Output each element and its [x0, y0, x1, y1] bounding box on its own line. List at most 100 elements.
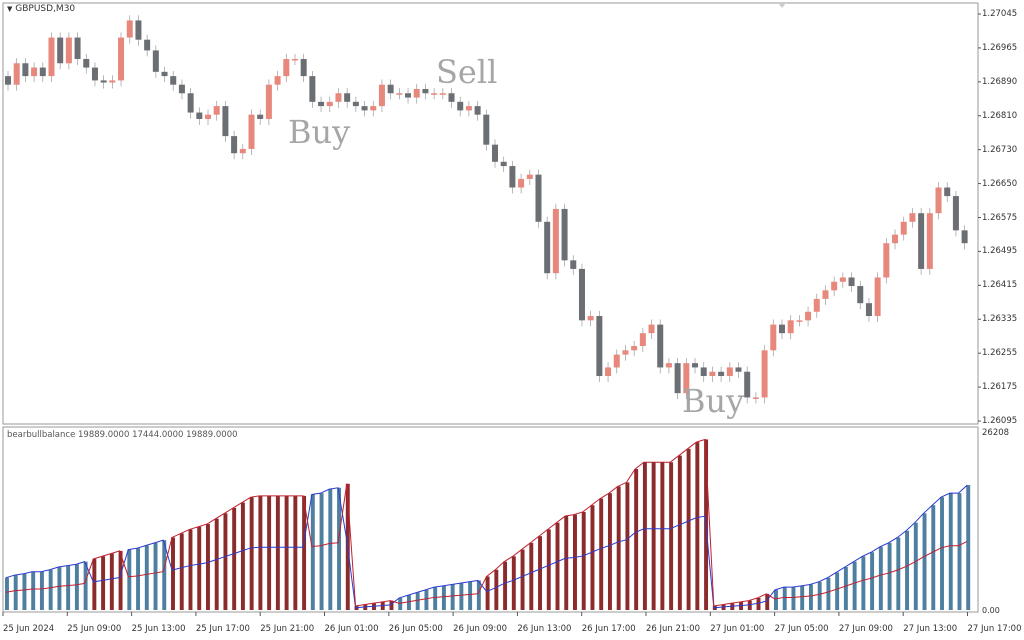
indicator-axis-min: 0.00	[982, 606, 1000, 615]
indicator-bar	[905, 530, 910, 610]
price-tick-label: 1.26415	[982, 280, 1018, 291]
bull-candle	[291, 58, 298, 61]
indicator-bar	[791, 587, 796, 610]
price-tick-label: 1.26095	[982, 416, 1018, 426]
chart-symbol-title[interactable]: ▼ GBPUSD,M30	[7, 4, 76, 14]
indicator-line-blue	[5, 484, 968, 609]
indicator-bar	[686, 448, 691, 610]
indicator-bar	[476, 580, 481, 610]
indicator-bar	[887, 542, 892, 610]
indicator-bar	[808, 584, 813, 610]
time-tick-label: 25 Jun 09:00	[67, 624, 122, 634]
bear-candle	[657, 324, 664, 368]
indicator-bar	[878, 546, 883, 610]
indicator-bar	[485, 576, 490, 610]
bull-candle	[205, 114, 212, 119]
indicator-bar	[223, 513, 228, 610]
indicator-bar	[101, 556, 106, 610]
bull-candle	[639, 333, 646, 347]
bear-candle	[857, 286, 864, 304]
bull-candle	[439, 93, 446, 95]
indicator-bar	[406, 595, 411, 610]
bull-candle	[378, 84, 385, 107]
bear-candle	[457, 101, 464, 111]
bull-candle	[883, 243, 890, 278]
time-tick-label: 27 Jun 05:00	[774, 624, 829, 634]
indicator-bar	[240, 502, 245, 610]
indicator-bar	[258, 495, 263, 610]
bull-candle	[805, 311, 812, 321]
indicator-bar	[249, 497, 254, 610]
indicator-bar	[415, 592, 420, 610]
price-tick-label: 1.26730	[982, 144, 1018, 155]
indicator-bar	[529, 542, 534, 610]
dropdown-triangle-icon[interactable]: ▼	[7, 5, 13, 13]
indicator-bar	[660, 462, 665, 610]
annotation-sell: Sell	[436, 53, 498, 91]
bull-candle	[770, 324, 777, 351]
indicator-bar	[109, 553, 114, 610]
indicator-bar	[398, 597, 403, 610]
indicator-bar	[468, 581, 473, 610]
indicator-bar	[852, 561, 857, 610]
indicator-bar	[22, 573, 27, 610]
price-tick-label: 1.26335	[982, 314, 1018, 325]
bull-candle	[31, 67, 38, 77]
bear-candle	[22, 63, 29, 77]
indicator-bar	[774, 589, 778, 610]
price-tick-label: 1.26495	[982, 246, 1018, 257]
bull-candle	[213, 106, 220, 115]
annotation-buy-1: Buy	[288, 113, 351, 151]
bear-candle	[361, 106, 368, 111]
bear-candle	[170, 76, 177, 85]
price-tick-label: 1.26175	[982, 382, 1018, 393]
bear-candle	[700, 367, 707, 377]
time-tick-label: 27 Jun 01:00	[710, 624, 765, 634]
bear-candle	[744, 371, 751, 398]
bull-candle	[874, 277, 881, 317]
indicator-bar	[546, 529, 551, 610]
bear-candle	[492, 144, 498, 162]
indicator-bar	[424, 589, 429, 610]
price-tick-label: 1.26255	[982, 348, 1018, 359]
bull-candle	[265, 84, 272, 119]
indicator-bar	[162, 540, 167, 610]
bull-candle	[726, 367, 733, 377]
indicator-bar	[5, 577, 9, 610]
bear-candle	[387, 84, 394, 94]
bull-candle	[465, 106, 472, 111]
indicator-bar	[843, 567, 848, 610]
indicator-bar	[310, 494, 315, 610]
bear-candle	[100, 80, 107, 83]
indicator-bar	[57, 567, 62, 610]
price-tick-label: 1.26575	[982, 212, 1018, 223]
indicator-axis-max: 26208	[982, 428, 1010, 438]
bear-candle	[5, 76, 11, 85]
bull-candle	[605, 367, 612, 377]
indicator-bar	[74, 564, 79, 610]
indicator-bar	[940, 497, 944, 610]
bull-candle	[622, 350, 629, 355]
bear-candle	[83, 58, 90, 68]
bull-candle	[761, 350, 768, 398]
bull-candle	[248, 114, 255, 149]
indicator-bar	[153, 542, 158, 610]
bull-candle	[587, 316, 594, 321]
time-tick-label: 26 Jun 05:00	[388, 624, 443, 634]
bear-candle	[74, 37, 81, 59]
bear-candle	[944, 187, 951, 197]
bear-candle	[257, 114, 264, 119]
indicator-bar	[284, 495, 289, 610]
indicator-bar	[232, 507, 237, 610]
bear-candle	[144, 39, 151, 51]
time-tick-label: 27 Jun 09:00	[838, 624, 893, 634]
bear-candle	[222, 106, 229, 137]
bull-candle	[813, 298, 820, 312]
bull-candle	[631, 346, 638, 351]
bear-candle	[578, 268, 585, 321]
indicator-bar	[511, 556, 516, 610]
bear-candle	[422, 88, 429, 94]
indicator-bar	[389, 600, 394, 610]
bear-candle	[692, 363, 699, 368]
